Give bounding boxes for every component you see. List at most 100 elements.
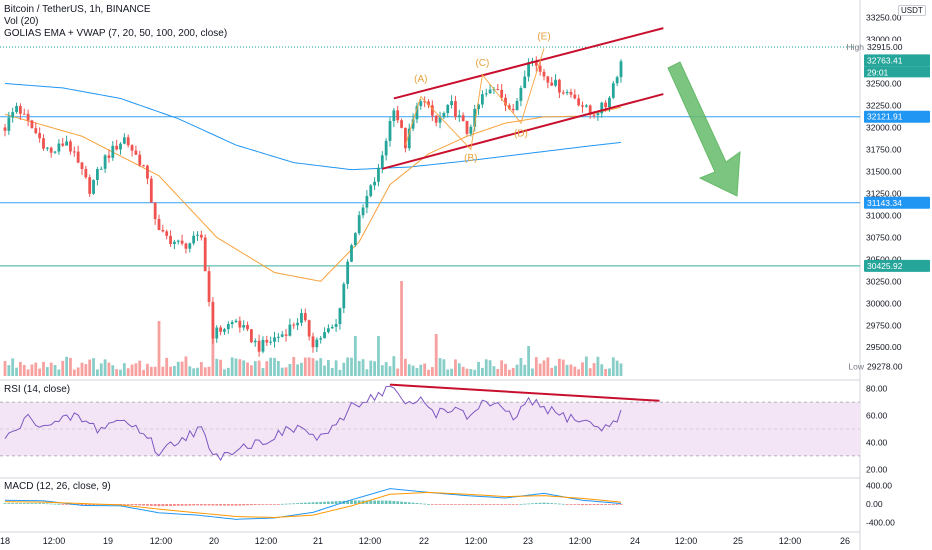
volume-bar <box>238 359 242 376</box>
macd-histogram-bar <box>461 504 465 505</box>
candle-body <box>188 243 192 249</box>
candle-body <box>134 150 138 155</box>
volume-bar <box>430 367 434 376</box>
currency-button[interactable]: USDT <box>898 5 926 16</box>
volume-bar <box>134 363 138 376</box>
volume-bar <box>22 364 26 376</box>
candle-body <box>373 181 376 186</box>
macd-histogram-bar <box>65 504 68 505</box>
volume-bar <box>300 362 303 376</box>
volume-bar <box>504 363 507 376</box>
candle-body <box>19 105 22 114</box>
macd-histogram-bar <box>149 504 153 506</box>
candle-body <box>199 234 203 238</box>
macd-histogram-bar <box>176 504 180 506</box>
ema-legend[interactable]: GOLIAS EMA + VWAP (7, 20, 50, 100, 200, … <box>4 28 228 39</box>
volume-bar <box>446 369 450 376</box>
low-price-tag: 29278.00 <box>867 362 903 372</box>
candle-body <box>515 100 519 111</box>
macd-histogram-bar <box>61 504 65 505</box>
candle-body <box>130 145 134 151</box>
macd-histogram-bar <box>404 501 407 504</box>
candle-body <box>30 120 34 129</box>
high-price-tag: 32915.00 <box>867 42 903 52</box>
macd-histogram-bar <box>534 503 538 504</box>
candle-body <box>165 231 169 236</box>
chart-drawings[interactable]: (A) (B) (C) (D) (E) <box>382 27 741 197</box>
x-tick-label: 19 <box>103 536 113 546</box>
x-tick-label: 26 <box>840 536 850 546</box>
candle-body <box>511 108 515 111</box>
candle-body <box>554 79 557 86</box>
macd-histogram-bar <box>465 504 469 505</box>
macd-histogram-bar <box>550 503 554 504</box>
macd-tick-label: -400.00 <box>866 518 895 528</box>
volume-bar <box>584 356 588 376</box>
macd-histogram-bar <box>49 503 53 505</box>
symbol-legend[interactable]: Bitcoin / TetherUS, 1h, BINANCE <box>4 4 151 15</box>
macd-histogram-bar <box>569 504 573 505</box>
volume-bar <box>611 357 615 376</box>
volume-bar <box>338 369 342 376</box>
macd-histogram-bar <box>300 502 303 504</box>
candle-body <box>454 101 457 118</box>
macd-tick-label: 400.00 <box>866 480 892 490</box>
candle-body <box>84 169 88 178</box>
candle-body <box>369 185 373 197</box>
macd-legend[interactable]: MACD (12, 26, close, 9) <box>4 481 111 492</box>
macd-histogram-bar <box>507 504 511 505</box>
candle-body <box>604 102 607 108</box>
candle-body <box>615 77 619 84</box>
macd-histogram-bar <box>288 503 292 505</box>
macd-histogram-bar <box>369 500 373 504</box>
volume-bar <box>38 368 42 376</box>
macd-histogram-bar <box>319 501 323 504</box>
y-tick-label: 30000.00 <box>866 298 902 308</box>
macd-histogram-bar <box>496 504 500 505</box>
volume-bar <box>561 359 565 376</box>
volume-bar <box>323 365 326 376</box>
volume-bar <box>188 366 192 376</box>
volume-bar <box>515 364 519 376</box>
volume-bar <box>215 358 219 376</box>
macd-histogram-bar <box>130 504 134 506</box>
volume-bar <box>531 368 534 376</box>
candle-body <box>146 165 149 179</box>
volume-bar <box>280 367 284 376</box>
macd-histogram-bar <box>234 504 238 506</box>
macd-histogram-bar <box>615 504 619 505</box>
candle-body <box>592 114 596 116</box>
candlesticks <box>3 56 623 357</box>
volume-bar <box>465 368 469 376</box>
candle-body <box>600 102 604 114</box>
volume-bar <box>588 368 592 376</box>
macd-histogram-bar <box>22 503 26 504</box>
level-price-tag-bg <box>864 196 930 209</box>
candle-body <box>346 261 350 284</box>
macd-histogram-bar <box>396 501 400 504</box>
volume-bar <box>415 367 419 376</box>
macd-histogram-bar <box>238 504 242 506</box>
candle-body <box>481 94 484 105</box>
x-tick-label: 12:00 <box>569 536 592 546</box>
volume-legend[interactable]: Vol (20) <box>4 16 39 27</box>
macd-histogram-bar <box>373 500 376 504</box>
volume-bar <box>311 358 315 376</box>
candle-body <box>22 113 26 115</box>
macd-histogram-bar <box>488 504 492 505</box>
candle-body <box>53 151 57 153</box>
candle-body <box>507 105 511 109</box>
ma200-path <box>4 83 622 171</box>
volume-bar <box>615 360 619 376</box>
macd-histogram-bar <box>157 504 161 507</box>
volume-bar <box>273 357 276 376</box>
volume-bar <box>315 360 319 376</box>
rsi-legend[interactable]: RSI (14, close) <box>4 384 71 395</box>
macd-histogram-bar <box>296 503 299 504</box>
macd-histogram-bar <box>284 503 288 505</box>
macd-histogram-bar <box>473 504 477 505</box>
candle-body <box>488 89 492 94</box>
volume-bar <box>161 366 165 376</box>
macd-histogram-bar <box>504 504 507 505</box>
